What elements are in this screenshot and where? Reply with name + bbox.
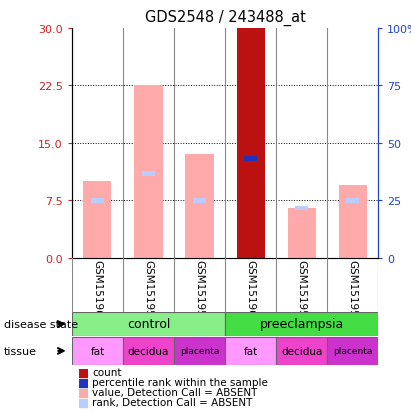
Bar bbox=[339, 185, 367, 258]
Text: ■: ■ bbox=[78, 386, 89, 399]
Bar bbox=[134, 86, 162, 258]
Bar bbox=[193, 199, 206, 203]
Bar bbox=[72, 337, 123, 365]
Bar bbox=[276, 337, 327, 365]
Text: GSM151961: GSM151961 bbox=[245, 259, 256, 323]
Bar bbox=[236, 29, 265, 258]
Bar bbox=[225, 337, 276, 365]
Text: percentile rank within the sample: percentile rank within the sample bbox=[92, 377, 268, 387]
Bar bbox=[327, 337, 378, 365]
Text: preeclampsia: preeclampsia bbox=[259, 318, 344, 331]
Text: value, Detection Call = ABSENT: value, Detection Call = ABSENT bbox=[92, 387, 258, 397]
Bar bbox=[185, 155, 214, 258]
Title: GDS2548 / 243488_at: GDS2548 / 243488_at bbox=[145, 10, 305, 26]
Bar bbox=[142, 172, 155, 176]
Text: placenta: placenta bbox=[333, 347, 372, 356]
Bar bbox=[83, 182, 111, 258]
Bar bbox=[288, 209, 316, 258]
Text: GSM151960: GSM151960 bbox=[92, 259, 102, 322]
Text: placenta: placenta bbox=[180, 347, 219, 356]
Text: fat: fat bbox=[243, 346, 258, 356]
Text: decidua: decidua bbox=[281, 346, 322, 356]
Text: disease state: disease state bbox=[4, 319, 78, 329]
Bar bbox=[72, 312, 225, 336]
Text: ■: ■ bbox=[78, 376, 89, 389]
Text: ■: ■ bbox=[78, 366, 89, 379]
Bar bbox=[295, 206, 308, 211]
Text: GSM151959: GSM151959 bbox=[348, 259, 358, 323]
Bar bbox=[244, 156, 257, 161]
Bar bbox=[225, 312, 378, 336]
Text: count: count bbox=[92, 368, 122, 377]
Text: ■: ■ bbox=[78, 396, 89, 409]
Text: control: control bbox=[127, 318, 170, 331]
Bar bbox=[174, 337, 225, 365]
Text: decidua: decidua bbox=[128, 346, 169, 356]
Text: GSM151958: GSM151958 bbox=[194, 259, 205, 323]
Bar bbox=[91, 199, 104, 203]
Text: tissue: tissue bbox=[4, 346, 37, 356]
Bar bbox=[346, 199, 359, 203]
Text: GSM151957: GSM151957 bbox=[297, 259, 307, 323]
Bar bbox=[123, 337, 174, 365]
Text: GSM151955: GSM151955 bbox=[143, 259, 153, 323]
Text: fat: fat bbox=[90, 346, 104, 356]
Text: rank, Detection Call = ABSENT: rank, Detection Call = ABSENT bbox=[92, 397, 253, 407]
